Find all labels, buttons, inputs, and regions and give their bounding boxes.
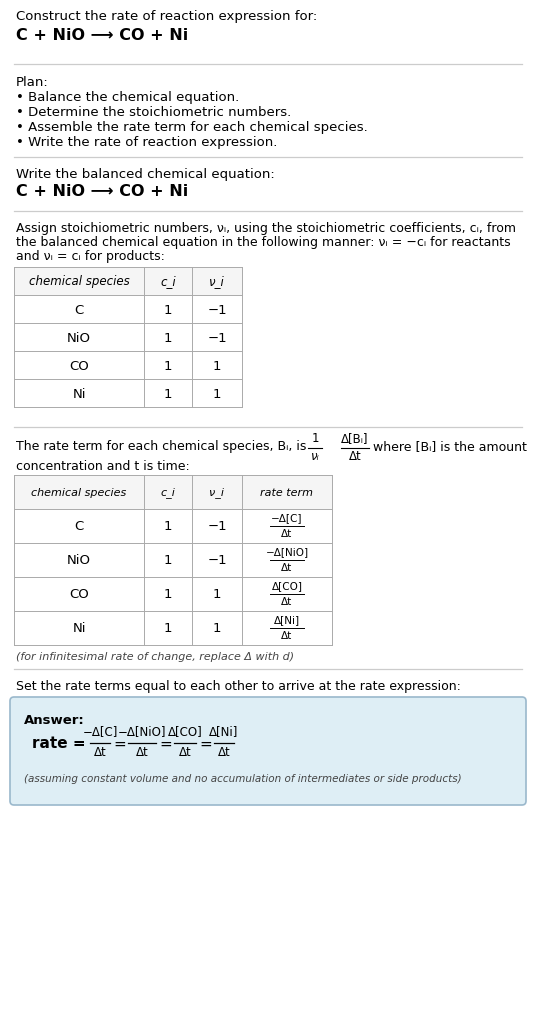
Text: NiO: NiO — [67, 554, 91, 567]
Text: Plan:: Plan: — [16, 76, 49, 89]
Text: Δ[Bᵢ]: Δ[Bᵢ] — [341, 432, 369, 445]
Text: and νᵢ = cᵢ for products:: and νᵢ = cᵢ for products: — [16, 250, 165, 263]
Text: Δ[Ni]: Δ[Ni] — [210, 724, 239, 737]
Text: 1: 1 — [164, 622, 172, 635]
Text: 1: 1 — [164, 359, 172, 372]
Text: 1: 1 — [213, 622, 221, 635]
Text: (assuming constant volume and no accumulation of intermediates or side products): (assuming constant volume and no accumul… — [24, 773, 461, 784]
Text: Δt: Δt — [94, 745, 106, 758]
Text: C + NiO ⟶ CO + Ni: C + NiO ⟶ CO + Ni — [16, 184, 188, 199]
Text: 1: 1 — [164, 588, 172, 601]
Text: ν_i: ν_i — [209, 275, 225, 288]
Text: =: = — [160, 736, 173, 751]
Text: 1: 1 — [164, 520, 172, 533]
Text: • Balance the chemical equation.: • Balance the chemical equation. — [16, 91, 239, 104]
Text: Δ[Ni]: Δ[Ni] — [274, 615, 300, 625]
Text: Write the balanced chemical equation:: Write the balanced chemical equation: — [16, 168, 275, 181]
Text: −Δ[C]: −Δ[C] — [271, 513, 303, 523]
Text: 1: 1 — [164, 554, 172, 567]
Text: 1: 1 — [213, 359, 221, 372]
Text: C + NiO ⟶ CO + Ni: C + NiO ⟶ CO + Ni — [16, 28, 188, 42]
Text: chemical species: chemical species — [28, 275, 129, 288]
Text: Answer:: Answer: — [24, 714, 85, 726]
Text: C: C — [75, 303, 84, 316]
Text: −Δ[NiO]: −Δ[NiO] — [118, 724, 166, 737]
Text: −1: −1 — [207, 303, 227, 316]
Text: Δt: Δt — [136, 745, 148, 758]
Text: =: = — [114, 736, 126, 751]
Text: −1: −1 — [207, 554, 227, 567]
Text: where [Bᵢ] is the amount: where [Bᵢ] is the amount — [373, 440, 527, 453]
Text: −1: −1 — [207, 520, 227, 533]
FancyBboxPatch shape — [10, 698, 526, 805]
Text: c_i: c_i — [161, 487, 175, 498]
Text: −Δ[NiO]: −Δ[NiO] — [265, 547, 309, 556]
Text: Ni: Ni — [72, 622, 86, 635]
Text: rate term: rate term — [260, 487, 314, 497]
Text: 1: 1 — [213, 588, 221, 601]
Text: 1: 1 — [213, 387, 221, 400]
Text: concentration and t is time:: concentration and t is time: — [16, 460, 190, 472]
Text: Δ[CO]: Δ[CO] — [272, 580, 302, 590]
Text: −Δ[C]: −Δ[C] — [83, 724, 118, 737]
Bar — [14, 268, 242, 295]
Text: Set the rate terms equal to each other to arrive at the rate expression:: Set the rate terms equal to each other t… — [16, 679, 461, 693]
Text: CO: CO — [69, 588, 89, 601]
Text: Ni: Ni — [72, 387, 86, 400]
Text: ν_i: ν_i — [210, 487, 225, 498]
Text: Assign stoichiometric numbers, νᵢ, using the stoichiometric coefficients, cᵢ, fr: Assign stoichiometric numbers, νᵢ, using… — [16, 221, 516, 235]
Text: Δt: Δt — [281, 631, 293, 640]
Text: −1: −1 — [207, 332, 227, 344]
Text: =: = — [199, 736, 212, 751]
Text: Δt: Δt — [281, 562, 293, 572]
Text: Δt: Δt — [218, 745, 230, 758]
Bar — [14, 475, 332, 510]
Text: Δt: Δt — [281, 529, 293, 539]
Text: chemical species: chemical species — [32, 487, 126, 497]
Text: The rate term for each chemical species, Bᵢ, is: The rate term for each chemical species,… — [16, 440, 307, 453]
Text: rate =: rate = — [32, 736, 91, 751]
Text: c_i: c_i — [160, 275, 176, 288]
Text: νᵢ: νᵢ — [311, 450, 319, 463]
Text: • Determine the stoichiometric numbers.: • Determine the stoichiometric numbers. — [16, 106, 291, 119]
Text: Construct the rate of reaction expression for:: Construct the rate of reaction expressio… — [16, 10, 317, 23]
Text: Δt: Δt — [348, 450, 361, 463]
Text: C: C — [75, 520, 84, 533]
Text: the balanced chemical equation in the following manner: νᵢ = −cᵢ for reactants: the balanced chemical equation in the fo… — [16, 236, 511, 249]
Text: CO: CO — [69, 359, 89, 372]
Text: 1: 1 — [164, 387, 172, 400]
Text: Δ[CO]: Δ[CO] — [168, 724, 203, 737]
Text: 1: 1 — [164, 303, 172, 316]
Text: (for infinitesimal rate of change, replace Δ with d): (for infinitesimal rate of change, repla… — [16, 651, 294, 661]
Text: Δt: Δt — [281, 596, 293, 607]
Text: • Assemble the rate term for each chemical species.: • Assemble the rate term for each chemic… — [16, 121, 368, 133]
Text: • Write the rate of reaction expression.: • Write the rate of reaction expression. — [16, 135, 277, 149]
Text: NiO: NiO — [67, 332, 91, 344]
Text: 1: 1 — [311, 432, 319, 445]
Text: 1: 1 — [164, 332, 172, 344]
Text: Δt: Δt — [178, 745, 191, 758]
